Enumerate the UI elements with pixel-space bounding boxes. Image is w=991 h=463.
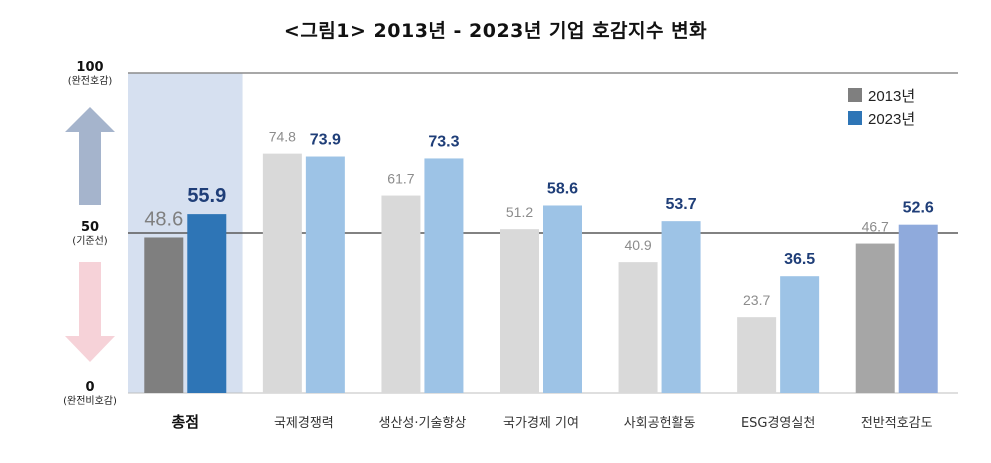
category-label-1: 국제경쟁력 — [274, 416, 334, 431]
category-label-3: 국가경제 기여 — [503, 416, 579, 431]
legend-label-0: 2013년 — [868, 88, 915, 105]
category-label-2: 생산성·기술향상 — [378, 416, 466, 431]
legend-swatch-0 — [848, 88, 862, 102]
down-arrow-icon — [65, 262, 115, 362]
bar-2013-6 — [855, 243, 895, 393]
data-label-2023-4: 53.7 — [666, 196, 697, 213]
legend-label-1: 2023년 — [868, 111, 915, 128]
y-tick-note: (완전비호감) — [63, 395, 117, 407]
category-label-5: ESG경영실천 — [741, 416, 815, 431]
data-label-2023-3: 58.6 — [547, 180, 578, 197]
data-label-2013-1: 74.8 — [269, 129, 296, 145]
bar-2023-2 — [424, 158, 464, 393]
bar-2023-5 — [780, 276, 820, 393]
data-label-2023-1: 73.9 — [310, 132, 341, 149]
category-label-4: 사회공헌활동 — [624, 416, 696, 431]
data-label-2013-3: 51.2 — [506, 204, 533, 220]
bar-2023-1 — [305, 156, 345, 393]
legend-swatch-1 — [848, 111, 862, 125]
y-tick-label: 50 — [81, 220, 99, 235]
data-label-2013-5: 23.7 — [743, 292, 770, 308]
up-arrow-icon — [65, 107, 115, 205]
y-tick-note: (완전호감) — [68, 75, 113, 87]
y-tick-label: 0 — [85, 380, 94, 395]
bar-2023-3 — [543, 205, 582, 393]
category-label-6: 전반적호감도 — [861, 416, 933, 431]
category-label-0: 총점 — [171, 413, 199, 431]
bar-2013-2 — [381, 195, 421, 393]
data-label-2013-2: 61.7 — [387, 171, 414, 187]
data-label-2023-6: 52.6 — [903, 200, 934, 217]
bar-2023-6 — [898, 224, 938, 393]
bar-2023-4 — [661, 221, 701, 393]
data-label-2013-6: 46.7 — [862, 219, 889, 235]
data-label-2023-2: 73.3 — [428, 133, 459, 150]
data-label-2013-4: 40.9 — [624, 237, 651, 253]
data-label-2013-0: 48.6 — [144, 208, 183, 230]
bar-2013-5 — [737, 317, 777, 393]
y-tick-label: 100 — [76, 60, 103, 75]
bar-2013-1 — [262, 153, 302, 393]
bar-2013-4 — [618, 262, 658, 393]
data-label-2023-0: 55.9 — [187, 185, 226, 207]
y-tick-note: (기준선) — [72, 235, 108, 247]
data-label-2023-5: 36.5 — [784, 251, 815, 268]
bar-2023-0 — [187, 214, 227, 393]
bar-2013-0 — [144, 237, 184, 393]
bar-2013-3 — [500, 229, 539, 393]
chart-title: <그림1> 2013년 - 2023년 기업 호감지수 변화 — [283, 20, 708, 42]
